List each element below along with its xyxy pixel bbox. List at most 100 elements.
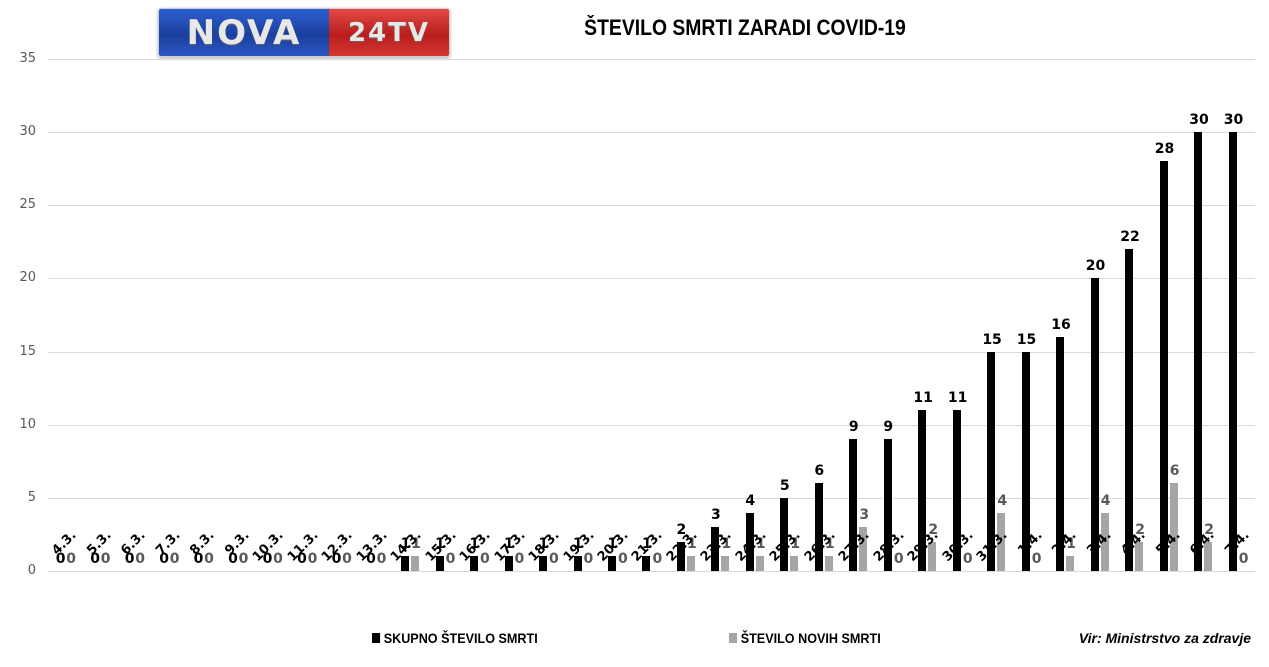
data-label-total: 1 [435, 536, 445, 553]
bar-new [1204, 541, 1213, 571]
data-label-new: 2 [1135, 521, 1145, 538]
data-label-total: 0 [90, 551, 100, 567]
data-label-new: 0 [617, 551, 628, 567]
legend-swatch-new [729, 633, 738, 643]
data-label-new: 1 [1066, 536, 1077, 553]
bar-total [642, 556, 651, 571]
category-group: 28 6 [1152, 59, 1186, 571]
gridline [48, 132, 1255, 134]
legend-item-total: SKUPNO ŠTEVILO SMRTI [372, 630, 538, 646]
data-label-total: 1 [641, 536, 652, 553]
data-label-total: 1 [400, 536, 411, 553]
data-label-total: 2 [676, 521, 687, 538]
bar-new [1135, 541, 1144, 571]
bar-total [1056, 336, 1065, 571]
category-group: 16 1 [1048, 59, 1082, 571]
y-tick-label: 20 [19, 270, 36, 286]
y-tick-label: 25 [19, 197, 36, 213]
y-tick-label: 35 [19, 51, 36, 66]
data-label-new: 0 [169, 551, 180, 567]
gridline [48, 59, 1255, 60]
data-label-total: 0 [193, 551, 204, 567]
data-label-total: 30 [1189, 112, 1209, 129]
data-label-new: 4 [997, 492, 1008, 509]
data-label-new: 0 [549, 551, 559, 567]
data-label-new: 0 [66, 551, 76, 567]
bar-new [928, 541, 937, 571]
bar-total [1090, 278, 1099, 571]
chart-title: ŠTEVILO SMRTI ZARADI COVID-19 [584, 15, 906, 40]
data-label-new: 0 [307, 551, 318, 567]
logo-24tv-text: 24TV [347, 17, 431, 48]
data-label-new: 3 [859, 507, 870, 524]
bar-total [780, 497, 789, 571]
bar-total [987, 351, 996, 571]
data-label-new: 0 [100, 551, 111, 567]
data-label-new: 0 [1031, 551, 1042, 567]
category-group: 20 4 [1083, 59, 1117, 571]
data-label-new: 6 [1169, 463, 1180, 480]
data-label-total: 0 [55, 551, 66, 567]
data-label-new: 1 [824, 536, 835, 553]
data-label-new: 1 [755, 536, 766, 553]
bar-total [607, 556, 616, 571]
logo-nova-part: NOVA [159, 9, 329, 56]
data-label-new: 0 [514, 551, 525, 567]
data-label-new: 4 [1100, 492, 1111, 509]
bar-total [1159, 161, 1168, 571]
category-group: 11 0 [945, 59, 979, 571]
data-label-new: 0 [652, 551, 663, 567]
data-label-total: 9 [848, 419, 859, 436]
bar-total [539, 556, 548, 571]
bar-total [573, 556, 582, 571]
data-label-total: 3 [710, 507, 721, 524]
data-label-new: 0 [893, 551, 904, 567]
bar-total [676, 541, 685, 571]
bar-new [997, 512, 1006, 571]
bar-new [1169, 483, 1178, 571]
gridline [48, 497, 1255, 499]
data-label-total: 0 [159, 551, 169, 567]
data-label-new: 0 [204, 551, 214, 567]
data-label-total: 16 [1051, 316, 1071, 333]
data-label-total: 20 [1085, 258, 1106, 275]
bar-total [711, 527, 720, 571]
bar-total [849, 439, 858, 571]
legend-label-total: SKUPNO ŠTEVILO SMRTI [383, 630, 538, 646]
bar-new [824, 556, 833, 571]
data-label-new: 1 [411, 536, 421, 553]
data-label-total: 1 [504, 536, 514, 553]
y-tick-label: 30 [19, 124, 36, 140]
legend-item-new: ŠTEVILO NOVIH SMRTI [729, 630, 881, 646]
bar-total [918, 410, 927, 571]
data-label-new: 0 [1238, 551, 1249, 567]
bar-total [1194, 132, 1203, 571]
category-group: 30 2 [1186, 59, 1220, 571]
data-label-total: 1 [607, 536, 618, 553]
data-label-total: 22 [1120, 229, 1140, 246]
data-label-new: 0 [445, 551, 456, 567]
bar-total [470, 556, 479, 571]
data-label-new: 0 [376, 551, 387, 567]
data-label-total: 0 [228, 551, 238, 567]
gridline [48, 351, 1255, 353]
bar-total [1228, 132, 1237, 571]
category-group: 11 2 [910, 59, 944, 571]
category-group: 15 0 [1014, 59, 1048, 571]
bar-total [435, 556, 444, 571]
logo-nova-text: NOVA [186, 12, 302, 53]
data-label-total: 15 [982, 331, 1002, 348]
data-label-new: 2 [928, 521, 939, 538]
